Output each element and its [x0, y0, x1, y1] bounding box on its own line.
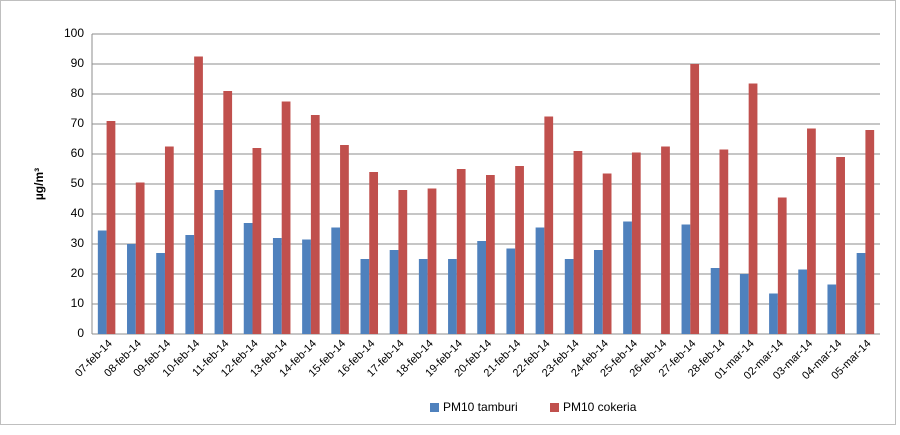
bar — [486, 175, 495, 334]
y-tick-label: 30 — [71, 236, 85, 250]
bar — [448, 259, 457, 334]
legend-swatch — [550, 403, 559, 412]
y-tick-label: 20 — [71, 266, 85, 280]
bar — [719, 149, 729, 334]
bar — [398, 190, 408, 334]
bar — [690, 64, 700, 334]
bar — [515, 166, 524, 334]
y-tick-label: 90 — [71, 56, 85, 70]
bar — [827, 284, 837, 334]
bar — [710, 268, 720, 334]
bar — [623, 221, 632, 334]
bar — [272, 238, 282, 334]
bar — [418, 259, 428, 334]
bar — [135, 182, 145, 334]
y-axis-label: µg/m³ — [32, 168, 46, 200]
y-tick-label: 100 — [64, 26, 84, 40]
bar — [807, 128, 816, 334]
bar — [739, 274, 749, 334]
bar — [544, 116, 554, 334]
bar — [360, 259, 370, 334]
bar — [194, 56, 203, 334]
bar — [243, 223, 253, 334]
bar — [602, 173, 612, 334]
bar — [389, 250, 399, 334]
y-tick-label: 10 — [71, 296, 85, 310]
bar — [593, 250, 603, 334]
y-tick-label: 80 — [71, 86, 85, 100]
bar — [681, 224, 691, 334]
legend-label: PM10 tamburi — [443, 400, 518, 414]
bar — [856, 253, 866, 334]
bar — [769, 293, 778, 334]
bar — [748, 83, 758, 334]
bar — [281, 101, 291, 334]
bar — [631, 152, 641, 334]
bar — [252, 148, 262, 334]
bar — [427, 188, 437, 334]
chart-frame — [0, 0, 896, 425]
bar — [506, 248, 516, 334]
y-tick-label: 40 — [71, 206, 85, 220]
bar — [836, 157, 845, 334]
legend-label: PM10 cokeria — [563, 400, 637, 414]
bar — [164, 146, 174, 334]
y-tick-label: 70 — [71, 116, 85, 130]
bar — [564, 259, 574, 334]
bar — [798, 269, 808, 334]
bar — [331, 227, 341, 334]
bar — [340, 145, 349, 334]
bar — [214, 190, 224, 334]
bar — [156, 253, 165, 334]
bar — [573, 151, 583, 334]
bar — [661, 146, 670, 334]
bar — [865, 130, 875, 334]
bar — [97, 230, 107, 334]
bar — [777, 197, 787, 334]
bar — [369, 172, 379, 334]
y-tick-label: 0 — [77, 326, 84, 340]
bar — [456, 169, 466, 334]
bar — [106, 121, 116, 334]
legend-swatch — [430, 403, 439, 412]
bar — [127, 244, 136, 334]
bar — [310, 115, 320, 334]
bar — [535, 227, 545, 334]
bar — [185, 235, 195, 334]
y-tick-label: 50 — [71, 176, 85, 190]
bar — [477, 241, 486, 334]
y-tick-label: 60 — [71, 146, 85, 160]
bar — [302, 239, 311, 334]
bar — [223, 91, 233, 334]
